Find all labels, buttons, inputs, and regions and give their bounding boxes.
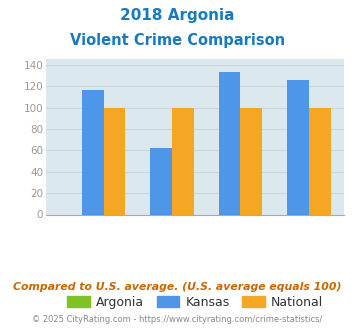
Bar	[104, 108, 125, 214]
Bar	[82, 90, 104, 214]
Text: © 2025 CityRating.com - https://www.cityrating.com/crime-statistics/: © 2025 CityRating.com - https://www.city…	[32, 315, 323, 324]
Legend: Argonia, Kansas, National: Argonia, Kansas, National	[62, 291, 328, 314]
Text: Violent Crime Comparison: Violent Crime Comparison	[70, 33, 285, 48]
Bar	[240, 108, 262, 214]
Text: 2018 Argonia: 2018 Argonia	[120, 8, 235, 23]
Bar	[150, 148, 172, 214]
Bar	[287, 80, 309, 214]
Bar	[309, 108, 331, 214]
Text: Compared to U.S. average. (U.S. average equals 100): Compared to U.S. average. (U.S. average …	[13, 282, 342, 292]
Bar	[219, 72, 240, 214]
Bar	[172, 108, 194, 214]
